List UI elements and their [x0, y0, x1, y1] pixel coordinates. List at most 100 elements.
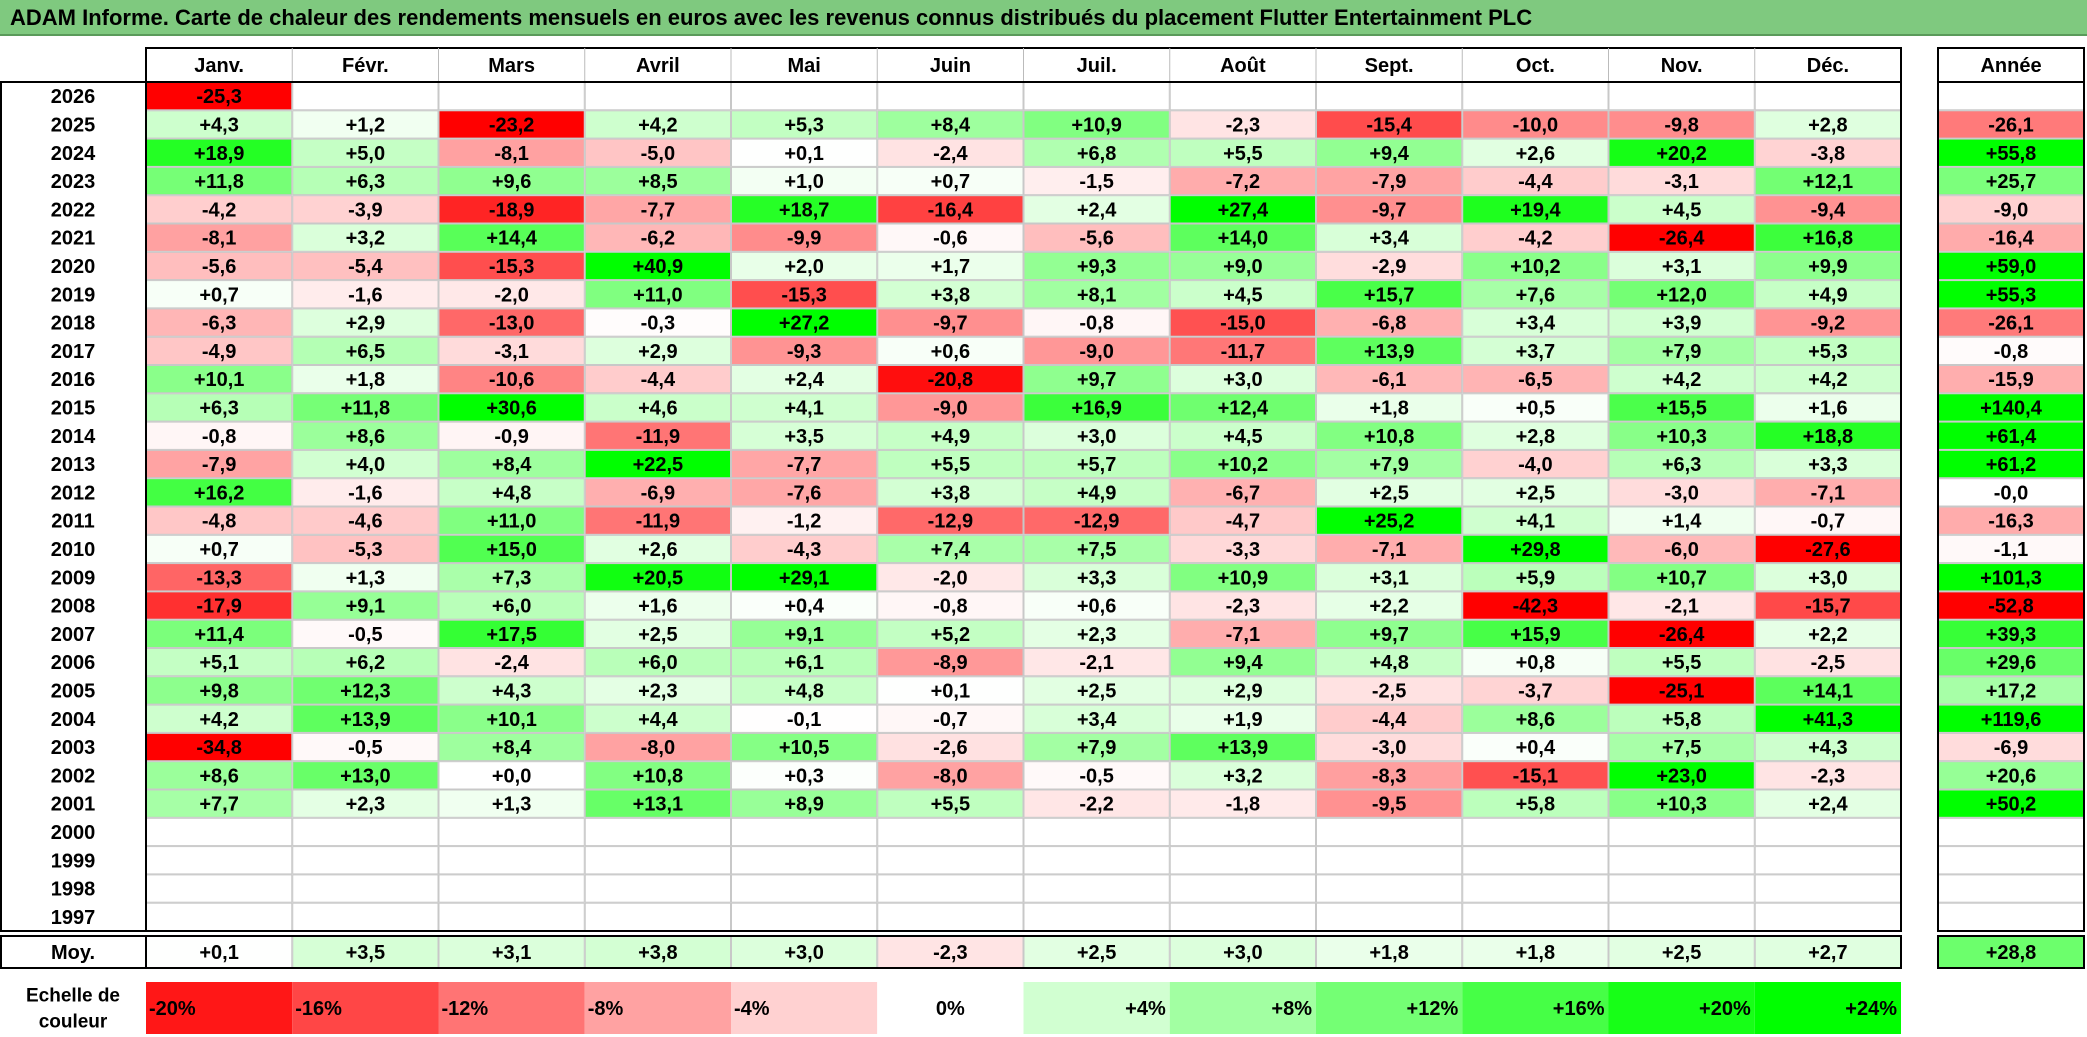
- heatmap-cell: [877, 534, 1024, 564]
- heatmap-cell: [1169, 563, 1316, 592]
- heatmap-cell: [1754, 421, 1901, 450]
- heatmap-cell: [1169, 308, 1316, 337]
- heatmap-cell: [1462, 449, 1609, 479]
- cell-value: +5,3: [784, 114, 823, 136]
- scale-swatch: [146, 982, 293, 1034]
- cell-value: -5,6: [202, 256, 236, 278]
- cell-value: +9,8: [199, 680, 238, 702]
- cell-value: +2,5: [1077, 680, 1116, 702]
- cell-value: +4,2: [199, 709, 238, 731]
- heatmap-cell: [292, 336, 439, 366]
- year-label-2008: 2008: [51, 596, 96, 618]
- cell-value: +3,3: [1808, 454, 1847, 476]
- heatmap-cell: [1023, 478, 1170, 507]
- cell-value: +12,0: [1656, 284, 1707, 306]
- cell-value: -4,4: [641, 369, 676, 391]
- annual-cell: [1938, 82, 2084, 111]
- cell-value: +18,9: [194, 143, 245, 165]
- cell-value: +17,5: [486, 624, 537, 646]
- heatmap-cell: [1754, 789, 1901, 818]
- annual-cell: [1938, 874, 2084, 903]
- month-header-nov: Nov.: [1661, 55, 1703, 77]
- heatmap-cell: [731, 195, 878, 224]
- cell-value: +8,4: [931, 114, 971, 136]
- heatmap-cell: [438, 563, 585, 592]
- cell-value: +2,2: [1369, 596, 1408, 618]
- year-label-1998: 1998: [51, 879, 96, 901]
- average-cell: [584, 936, 731, 968]
- cell-value: +9,9: [1808, 256, 1847, 278]
- scale-label: +4%: [1125, 998, 1166, 1020]
- heatmap-cell: [292, 732, 439, 762]
- heatmap-cell: [877, 365, 1024, 394]
- heatmap-cell: [731, 874, 878, 903]
- cell-value: -0,6: [933, 228, 967, 250]
- heatmap-cell: [731, 251, 878, 281]
- heatmap-cell: [584, 223, 731, 252]
- annual-value: -52,8: [1988, 596, 2034, 618]
- cell-value: -10,6: [489, 369, 535, 391]
- cell-value: +4,6: [638, 397, 677, 419]
- heatmap-cell: [438, 846, 585, 875]
- annual-value: +25,7: [1986, 171, 2037, 193]
- heatmap-cell: [1023, 761, 1170, 790]
- scale-swatch: [1023, 982, 1170, 1034]
- cell-value: +0,0: [492, 765, 531, 787]
- heatmap-cell: [438, 874, 585, 903]
- cell-value: +8,1: [1077, 284, 1116, 306]
- cell-value: +3,8: [931, 284, 970, 306]
- cell-value: +5,7: [1077, 454, 1116, 476]
- cell-value: -25,3: [196, 86, 242, 108]
- heatmap-cell: [438, 336, 585, 366]
- heatmap-cell: [731, 619, 878, 649]
- heatmap-cell: [584, 365, 731, 394]
- heatmap-cell: [1462, 421, 1609, 450]
- average-cell: [731, 936, 878, 968]
- cell-value: -0,3: [641, 313, 675, 335]
- heatmap-cell: [1608, 846, 1755, 875]
- heatmap-cell: [292, 676, 439, 705]
- month-header-janv: Janv.: [194, 55, 244, 77]
- annual-cell: [1938, 563, 2084, 592]
- heatmap-cell: [146, 393, 293, 422]
- cell-value: +8,4: [492, 454, 532, 476]
- heatmap-cell: [1608, 365, 1755, 394]
- cell-value: -2,9: [1372, 256, 1406, 278]
- cell-value: +0,3: [784, 765, 823, 787]
- heatmap-cell: [1316, 789, 1463, 818]
- heatmap-cell: [1754, 817, 1901, 847]
- cell-value: +4,3: [199, 114, 238, 136]
- cell-value: +4,2: [1808, 369, 1847, 391]
- heatmap-cell: [1169, 110, 1316, 139]
- cell-value: +2,8: [1808, 114, 1847, 136]
- heatmap-cell: [1023, 817, 1170, 847]
- heatmap-cell: [1316, 280, 1463, 309]
- scale-label-line1: Echelle de: [26, 986, 120, 1007]
- cell-value: +6,8: [1077, 143, 1116, 165]
- cell-value: +9,1: [784, 624, 823, 646]
- annual-cell: [1938, 591, 2084, 620]
- heatmap-cell: [1316, 732, 1463, 762]
- cell-value: +2,9: [638, 341, 677, 363]
- heatmap-cell: [1023, 336, 1170, 366]
- month-header-dec: Déc.: [1807, 55, 1849, 77]
- heatmap-cell: [584, 82, 731, 111]
- cell-value: -2,5: [1811, 652, 1845, 674]
- cell-value: +4,8: [1369, 652, 1408, 674]
- heatmap-cell: [1169, 223, 1316, 252]
- heatmap-cell: [1169, 82, 1316, 111]
- average-value: +2,5: [1077, 942, 1116, 964]
- heatmap-cell: [1023, 619, 1170, 649]
- heatmap-cell: [1608, 195, 1755, 224]
- cell-value: -3,0: [1372, 737, 1406, 759]
- cell-value: -0,5: [1079, 765, 1113, 787]
- cell-value: -3,3: [1226, 539, 1260, 561]
- heatmap-cell: [438, 902, 585, 932]
- heatmap-cell: [1462, 393, 1609, 422]
- heatmap-cell: [877, 591, 1024, 620]
- cell-value: -6,7: [1226, 482, 1260, 504]
- heatmap-cell: [292, 223, 439, 252]
- cell-value: +10,9: [1071, 114, 1122, 136]
- cell-value: +4,5: [1662, 199, 1701, 221]
- cell-value: +14,0: [1218, 228, 1269, 250]
